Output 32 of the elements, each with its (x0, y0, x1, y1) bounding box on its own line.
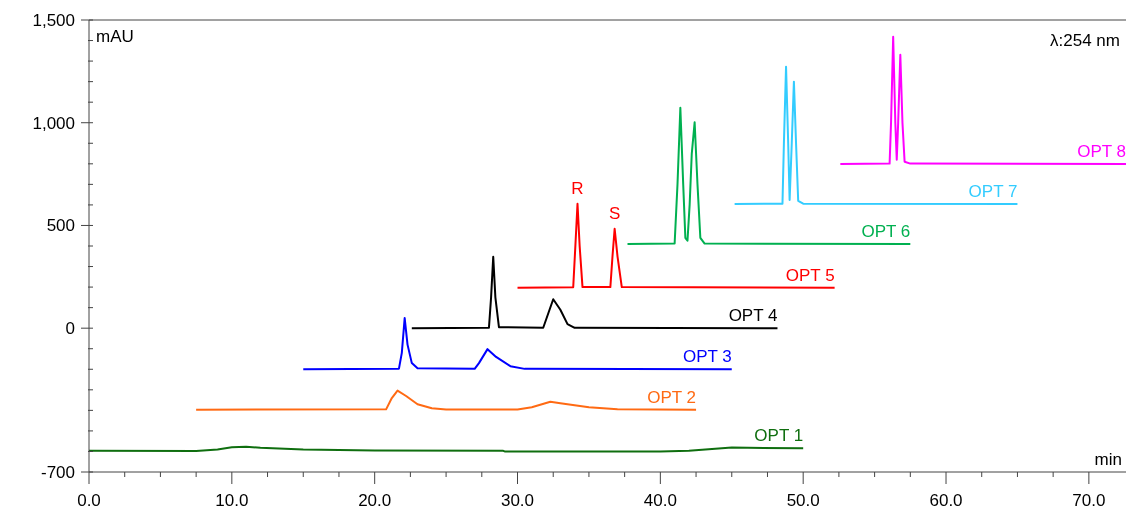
series-label: OPT 7 (968, 182, 1018, 202)
line-series (626, 106, 912, 245)
series-label: OPT 3 (682, 347, 732, 367)
line-series (516, 202, 836, 289)
series-label: OPT 5 (785, 265, 835, 285)
line-series (410, 255, 779, 330)
y-axis-title: mAU (96, 27, 134, 47)
annotation: λ:254 nm (1050, 31, 1120, 51)
series-label: OPT 4 (728, 306, 778, 326)
y-tick-label: 500 (46, 216, 75, 236)
series-label: OPT 8 (1077, 142, 1126, 162)
y-tick-label: 0 (65, 319, 75, 339)
series-label: OPT 6 (861, 221, 911, 241)
annotation: S (608, 203, 621, 223)
x-axis-title: min (1094, 450, 1122, 470)
line-series (195, 389, 698, 411)
x-tick-label: 10.0 (215, 491, 249, 509)
x-tick-label: 40.0 (643, 491, 677, 509)
y-tick-label: -700 (40, 462, 75, 482)
x-tick-label: 70.0 (1072, 491, 1106, 509)
y-tick-label: 1,500 (32, 10, 75, 30)
line-series (839, 35, 1126, 166)
x-tick-label: 30.0 (500, 491, 535, 509)
y-tick-label: 1,000 (32, 113, 75, 133)
line-series (733, 65, 1019, 206)
x-tick-label: 0.0 (77, 491, 101, 509)
series-label: OPT 1 (754, 426, 804, 446)
x-tick-label: 20.0 (358, 491, 392, 509)
x-tick-label: 50.0 (786, 491, 820, 509)
x-tick-label: 60.0 (929, 491, 963, 509)
series-label: OPT 2 (647, 387, 697, 407)
annotation: R (571, 178, 584, 198)
